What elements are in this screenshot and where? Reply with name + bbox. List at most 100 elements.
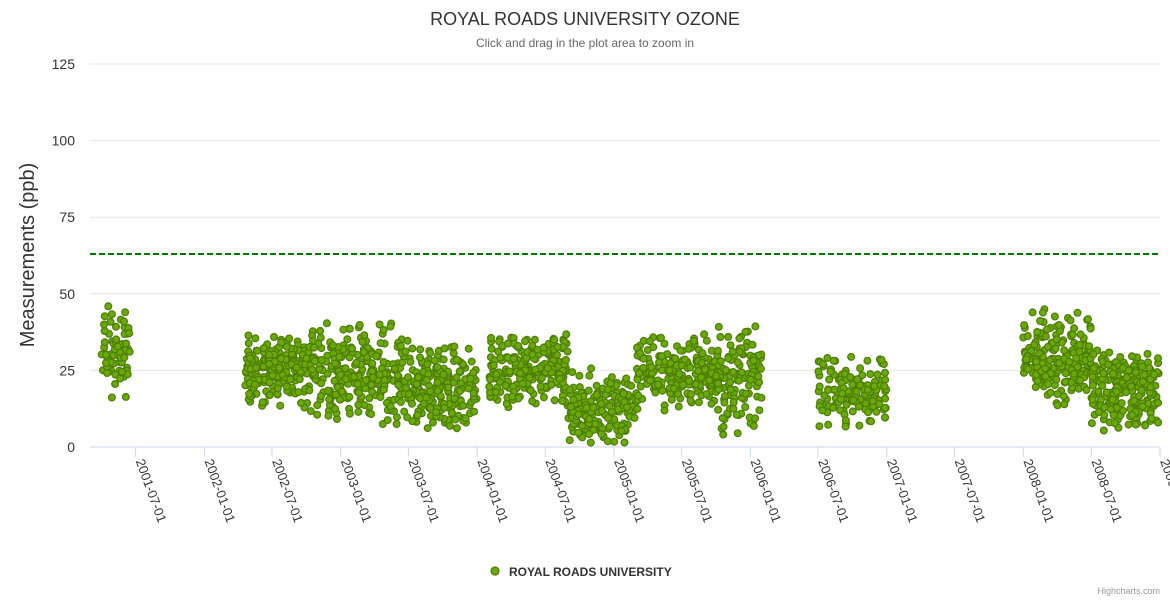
data-point[interactable]: [864, 408, 873, 417]
data-point[interactable]: [361, 376, 370, 385]
data-point[interactable]: [746, 375, 755, 384]
data-point[interactable]: [553, 343, 562, 352]
data-point[interactable]: [1153, 354, 1162, 363]
data-point[interactable]: [339, 325, 348, 334]
data-point[interactable]: [1109, 411, 1118, 420]
data-point[interactable]: [1060, 400, 1069, 409]
data-point[interactable]: [416, 353, 425, 362]
data-point[interactable]: [1099, 426, 1108, 435]
data-point[interactable]: [422, 393, 431, 402]
data-point[interactable]: [867, 417, 876, 426]
data-point[interactable]: [539, 343, 548, 352]
data-point[interactable]: [714, 322, 723, 331]
data-point[interactable]: [748, 340, 757, 349]
data-point[interactable]: [585, 371, 594, 380]
data-point[interactable]: [444, 383, 453, 392]
data-point[interactable]: [423, 360, 432, 369]
data-point[interactable]: [847, 352, 856, 361]
data-point[interactable]: [491, 388, 500, 397]
data-point[interactable]: [308, 365, 317, 374]
data-point[interactable]: [297, 398, 306, 407]
data-point[interactable]: [741, 389, 750, 398]
data-point[interactable]: [749, 356, 758, 365]
data-point[interactable]: [643, 346, 652, 355]
data-point[interactable]: [276, 401, 285, 410]
data-point[interactable]: [376, 393, 385, 402]
data-point[interactable]: [597, 399, 606, 408]
data-point[interactable]: [440, 403, 449, 412]
data-point[interactable]: [1060, 346, 1069, 355]
data-point[interactable]: [1116, 353, 1125, 362]
data-point[interactable]: [880, 368, 889, 377]
data-point[interactable]: [251, 334, 260, 343]
data-point[interactable]: [562, 330, 571, 339]
data-point[interactable]: [282, 342, 291, 351]
data-point[interactable]: [1043, 342, 1052, 351]
data-point[interactable]: [341, 375, 350, 384]
data-point[interactable]: [880, 403, 889, 412]
data-point[interactable]: [365, 394, 374, 403]
data-point[interactable]: [700, 365, 709, 374]
data-point[interactable]: [565, 385, 574, 394]
data-point[interactable]: [451, 415, 460, 424]
data-point[interactable]: [1099, 369, 1108, 378]
data-point[interactable]: [106, 317, 115, 326]
data-point[interactable]: [578, 421, 587, 430]
data-point[interactable]: [396, 342, 405, 351]
data-point[interactable]: [729, 398, 738, 407]
data-point[interactable]: [1089, 350, 1098, 359]
data-point[interactable]: [1020, 321, 1029, 330]
data-point[interactable]: [317, 392, 326, 401]
data-point[interactable]: [1073, 362, 1082, 371]
data-point[interactable]: [678, 380, 687, 389]
data-point[interactable]: [1023, 332, 1032, 341]
data-point[interactable]: [439, 370, 448, 379]
data-point[interactable]: [1085, 342, 1094, 351]
data-point[interactable]: [1088, 372, 1097, 381]
data-point[interactable]: [1127, 382, 1136, 391]
data-point[interactable]: [537, 374, 546, 383]
data-point[interactable]: [741, 327, 750, 336]
data-point[interactable]: [838, 389, 847, 398]
data-point[interactable]: [1131, 420, 1140, 429]
data-point[interactable]: [1076, 376, 1085, 385]
data-point[interactable]: [1055, 359, 1064, 368]
data-point[interactable]: [376, 339, 385, 348]
data-point[interactable]: [324, 386, 333, 395]
data-point[interactable]: [1033, 376, 1042, 385]
data-point[interactable]: [881, 394, 890, 403]
data-point[interactable]: [568, 368, 577, 377]
data-point[interactable]: [487, 333, 496, 342]
data-point[interactable]: [486, 375, 495, 384]
data-point[interactable]: [1086, 324, 1095, 333]
data-point[interactable]: [866, 370, 875, 379]
data-point[interactable]: [585, 430, 594, 439]
data-point[interactable]: [732, 410, 741, 419]
data-point[interactable]: [1138, 402, 1147, 411]
data-point[interactable]: [102, 369, 111, 378]
data-point[interactable]: [694, 398, 703, 407]
data-point[interactable]: [433, 363, 442, 372]
data-point[interactable]: [404, 390, 413, 399]
data-point[interactable]: [526, 386, 535, 395]
data-point[interactable]: [100, 312, 109, 321]
data-point[interactable]: [404, 373, 413, 382]
data-point[interactable]: [358, 337, 367, 346]
data-point[interactable]: [1053, 390, 1062, 399]
data-point[interactable]: [587, 364, 596, 373]
data-point[interactable]: [654, 358, 663, 367]
data-point[interactable]: [349, 372, 358, 381]
data-point[interactable]: [1112, 387, 1121, 396]
data-point[interactable]: [603, 437, 612, 446]
data-point[interactable]: [345, 409, 354, 418]
data-point[interactable]: [721, 366, 730, 375]
data-point[interactable]: [597, 406, 606, 415]
data-point[interactable]: [322, 319, 331, 328]
data-point[interactable]: [858, 371, 867, 380]
data-point[interactable]: [107, 393, 116, 402]
data-point[interactable]: [1117, 399, 1126, 408]
data-point[interactable]: [368, 387, 377, 396]
data-point[interactable]: [1150, 370, 1159, 379]
data-point[interactable]: [489, 361, 498, 370]
data-point[interactable]: [694, 366, 703, 375]
